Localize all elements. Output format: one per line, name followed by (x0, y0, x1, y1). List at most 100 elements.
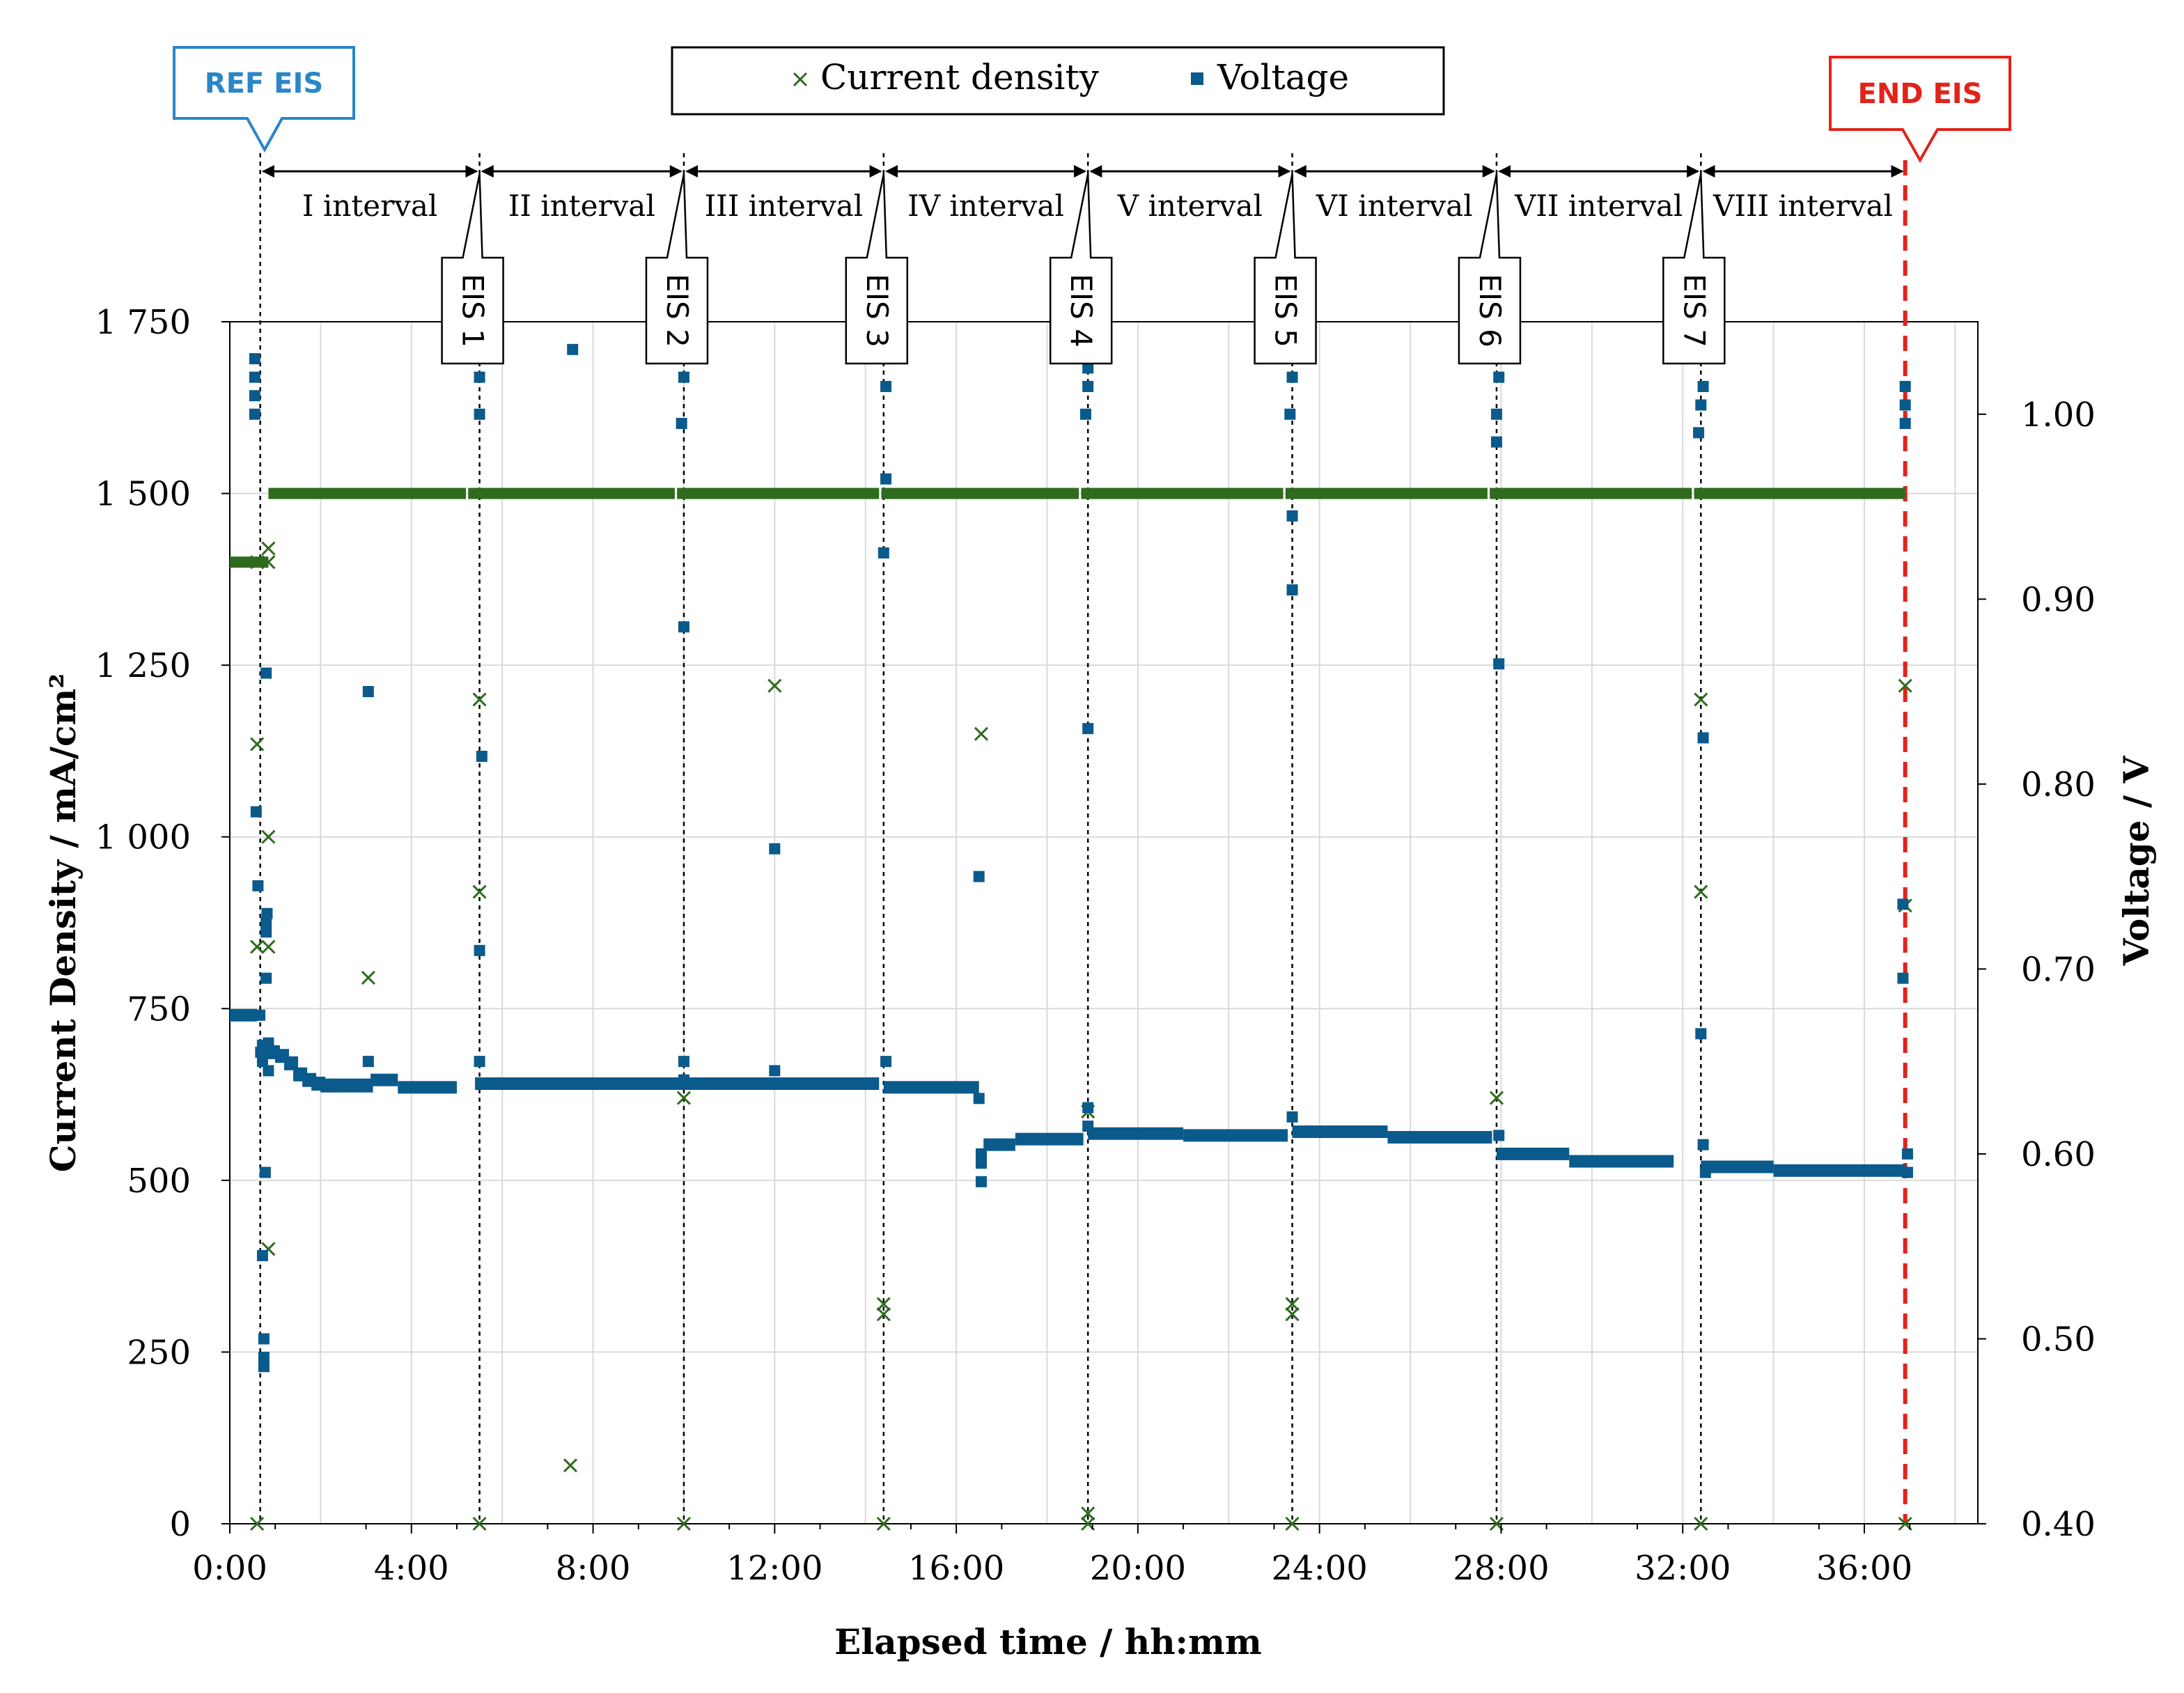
x-tick-label: 36:00 (1816, 1549, 1912, 1588)
legend-voltage-label: Voltage (1217, 57, 1349, 97)
end-eis-label: END EIS (1858, 78, 1983, 110)
current-point (1694, 692, 1708, 707)
voltage-point (1695, 399, 1707, 411)
voltage-point (1490, 436, 1502, 448)
current-point (1898, 678, 1912, 693)
eis-callout-box (441, 173, 504, 365)
eis-callout-label: EIS 7 (1677, 274, 1711, 348)
current-baseline-band (677, 487, 880, 499)
voltage-baseline-band (475, 1077, 880, 1091)
current-baseline-band (881, 487, 1079, 499)
voltage-point (362, 1056, 374, 1068)
y2-axis-title: Voltage / V (2116, 755, 2157, 966)
interval-label: II interval (508, 189, 655, 223)
current-point-stroke (261, 829, 276, 844)
eis-callout: EIS 6 (1458, 173, 1522, 365)
current-point-stroke (261, 939, 276, 954)
current-point-stroke (250, 737, 265, 751)
plot-area-border (229, 321, 1979, 1524)
voltage-point (1899, 399, 1911, 411)
voltage-point (1082, 380, 1094, 392)
current-baseline-band (468, 487, 675, 499)
current-baseline-band (1081, 487, 1284, 499)
current-point (361, 970, 375, 985)
eis-callout: EIS 2 (645, 173, 709, 365)
interval-label: III interval (705, 189, 864, 223)
current-point-stroke (472, 1516, 487, 1531)
voltage-baseline-band (983, 1138, 1015, 1151)
interval-label: VI interval (1316, 189, 1473, 223)
voltage-series (230, 343, 1913, 1373)
voltage-point (1493, 1130, 1505, 1141)
legend-voltage-marker (1191, 72, 1203, 85)
plot-frame (229, 321, 1979, 1524)
gridlines (230, 321, 1978, 1524)
eis-callout-label: EIS 1 (456, 274, 490, 348)
voltage-point (362, 686, 374, 698)
current-point-stroke (361, 970, 375, 985)
y2-tick-label: 0.40 (2021, 1505, 2096, 1544)
voltage-point (1899, 418, 1911, 430)
voltage-point (1697, 1139, 1709, 1150)
interval-label: VIII interval (1713, 189, 1893, 223)
current-point (472, 692, 487, 707)
current-point-stroke (1694, 884, 1708, 899)
voltage-point (1284, 408, 1296, 420)
voltage-point (474, 371, 485, 383)
current-point-stroke (1694, 692, 1708, 707)
current-point-stroke (1694, 1516, 1708, 1531)
y-tick-label: 750 (127, 990, 191, 1029)
interval-label: VII interval (1514, 189, 1683, 223)
current-point-stroke (1285, 1297, 1300, 1311)
voltage-point (1082, 1102, 1094, 1114)
voltage-point (255, 1046, 267, 1058)
current-point (261, 541, 276, 556)
legend-current-marker (793, 72, 808, 87)
current-point-stroke (876, 1297, 891, 1311)
x-tick-label: 0:00 (192, 1549, 267, 1588)
current-baseline-band (230, 556, 269, 568)
voltage-curve-point (332, 1078, 346, 1093)
current-point (1081, 1506, 1095, 1521)
voltage-baseline-band (1387, 1131, 1492, 1144)
current-baseline-band (1694, 487, 1905, 499)
y2-tick-label: 0.70 (2021, 950, 2096, 989)
current-point (250, 737, 265, 751)
y-tick-label: 250 (127, 1333, 191, 1372)
eis-callout: EIS 3 (845, 173, 909, 365)
current-point (876, 1516, 891, 1531)
current-point-stroke (1081, 1516, 1095, 1531)
y2-tick-label: 0.60 (2021, 1135, 2096, 1174)
voltage-curve-point (359, 1078, 373, 1093)
x-tick-label: 24:00 (1272, 1549, 1368, 1588)
x-tick-label: 12:00 (726, 1549, 822, 1588)
ref-eis-box (173, 46, 355, 153)
voltage-point (254, 1009, 266, 1021)
eis-callout-label: EIS 6 (1473, 274, 1507, 348)
voltage-point (474, 408, 485, 420)
current-point (876, 1297, 891, 1311)
voltage-point (263, 1065, 274, 1077)
voltage-point (880, 1056, 892, 1068)
voltage-point (678, 371, 689, 383)
voltage-point (256, 1249, 268, 1261)
voltage-baseline-band (1569, 1155, 1674, 1168)
voltage-point (249, 408, 260, 420)
current-point (472, 884, 487, 899)
current-point (876, 1307, 891, 1322)
eis-callout-label: EIS 5 (1269, 274, 1303, 348)
y-tick-label: 500 (127, 1162, 191, 1201)
voltage-baseline-band (1496, 1147, 1570, 1160)
ref-eis-label: REF EIS (205, 68, 323, 100)
voltage-baseline-band (398, 1081, 457, 1094)
current-point (250, 939, 265, 954)
eis-callout-box (645, 173, 709, 365)
eis-callout: EIS 4 (1049, 173, 1113, 365)
current-point (250, 555, 265, 570)
voltage-point (1897, 972, 1909, 984)
voltage-point (249, 353, 260, 365)
current-point-stroke (1489, 1516, 1504, 1531)
current-point-stroke (876, 1307, 891, 1322)
voltage-point (1899, 380, 1911, 392)
